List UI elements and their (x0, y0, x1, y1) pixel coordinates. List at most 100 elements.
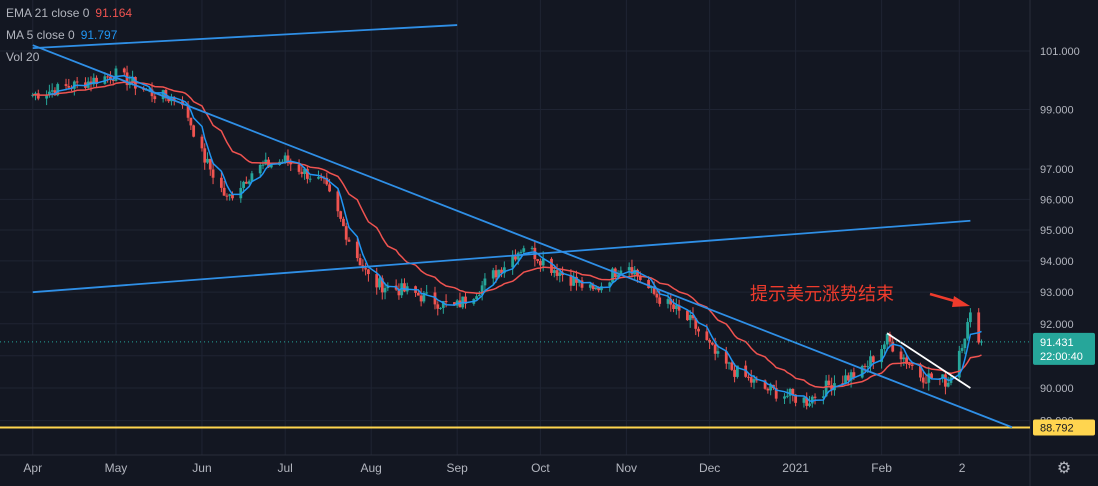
candle-body (219, 177, 223, 188)
candle-body (47, 91, 51, 95)
trendline[interactable] (32, 24, 458, 50)
candle-body (905, 357, 908, 364)
candle-body (788, 388, 792, 396)
candle-body (708, 339, 712, 343)
candle-body (522, 248, 526, 252)
candle-body (303, 168, 307, 174)
candle-body (397, 289, 401, 296)
candle-body (766, 388, 770, 391)
candle-body (269, 165, 273, 168)
candle-body (669, 299, 673, 305)
candle-body (813, 396, 817, 398)
candle-body (250, 173, 254, 182)
candle-body (844, 375, 847, 384)
candle-body (666, 299, 670, 304)
candle-body (425, 292, 429, 294)
gear-icon[interactable]: ⚙ (1056, 458, 1072, 477)
candle-body (436, 304, 440, 309)
time-axis[interactable]: Apr May Jun Jul Aug Sep Oct Nov Dec 2021 Feb 2 (23, 461, 965, 475)
candle-body (946, 382, 950, 387)
x-tick-label: Sep (446, 461, 468, 475)
candle-body (919, 366, 922, 378)
candle-body (647, 279, 650, 289)
candle-body (150, 89, 154, 97)
candle-body (846, 375, 850, 381)
ma-5-line (49, 74, 982, 403)
candle-body (550, 258, 553, 273)
trendline[interactable] (32, 44, 1013, 429)
candle-body (552, 270, 556, 273)
x-tick-label: May (105, 461, 128, 475)
candle-body (763, 380, 767, 389)
candle-body (106, 76, 110, 78)
candle-body (200, 136, 204, 149)
candle-body (167, 97, 171, 102)
candle-body (342, 218, 345, 227)
candle-body (305, 168, 309, 179)
candle-body (783, 396, 786, 399)
trendlines[interactable] (32, 24, 1013, 429)
candle-body (281, 161, 284, 163)
x-tick-label: Nov (616, 461, 637, 475)
candle-body (131, 77, 135, 83)
candle-body (927, 373, 931, 383)
candle-body (963, 338, 967, 349)
candle-body (691, 314, 695, 319)
candle-body (222, 187, 226, 196)
y-tick-label: 93.000 (1040, 287, 1074, 299)
candle-body (869, 356, 872, 367)
candle-body (247, 181, 251, 184)
candle-body (539, 260, 542, 266)
candle-body (511, 256, 515, 268)
candle-body (727, 362, 731, 364)
candle-body (749, 377, 753, 383)
candle-body (616, 274, 620, 278)
y-tick-label: 96.000 (1040, 194, 1074, 206)
candle-body (502, 267, 506, 274)
vol-legend[interactable]: Vol 20 (6, 46, 132, 68)
candle-body (921, 377, 925, 383)
candle-body (208, 158, 212, 170)
candle-body (841, 383, 845, 385)
candle-body (325, 177, 329, 185)
candle-body (638, 275, 642, 280)
candle-body (453, 302, 456, 306)
trendline[interactable] (32, 219, 971, 294)
candle-body (242, 181, 245, 188)
candle-body (885, 334, 889, 345)
candle-body (536, 259, 540, 261)
candle-body (636, 269, 639, 276)
candle-body (419, 295, 423, 302)
candle-body (633, 269, 637, 275)
candle-body (491, 270, 495, 279)
candle-body (824, 380, 828, 397)
candle-body (697, 328, 700, 332)
candle-body (705, 331, 709, 340)
last-price-badge (1033, 332, 1095, 365)
candle-body (674, 305, 678, 309)
countdown-label: 22:00:40 (1040, 351, 1083, 363)
candle-body (477, 294, 481, 297)
x-tick-label: Dec (699, 461, 720, 475)
candle-body (56, 84, 60, 96)
trendline[interactable] (886, 332, 971, 389)
candle-body (64, 84, 68, 87)
candle-body (652, 286, 656, 294)
ema-legend[interactable]: EMA 21 close 0 91.164 (6, 2, 132, 24)
candle-body (67, 86, 71, 88)
candle-body (239, 187, 243, 199)
ma-label: MA 5 close 0 (6, 28, 75, 42)
candle-body (92, 77, 96, 85)
y-tick-label: 99.000 (1040, 104, 1074, 116)
candle-body (724, 351, 728, 364)
candle-body (968, 312, 972, 323)
candle-body (977, 312, 981, 343)
candle-body (794, 394, 798, 403)
candle-body (464, 296, 467, 304)
price-axis[interactable]: 101.000 99.000 97.000 96.000 95.000 94.000 93.… (1033, 46, 1095, 436)
x-tick-label: Feb (871, 461, 892, 475)
ma-legend[interactable]: MA 5 close 0 91.797 (6, 24, 132, 46)
candle-body (899, 351, 903, 360)
x-tick-label: Oct (531, 461, 550, 475)
